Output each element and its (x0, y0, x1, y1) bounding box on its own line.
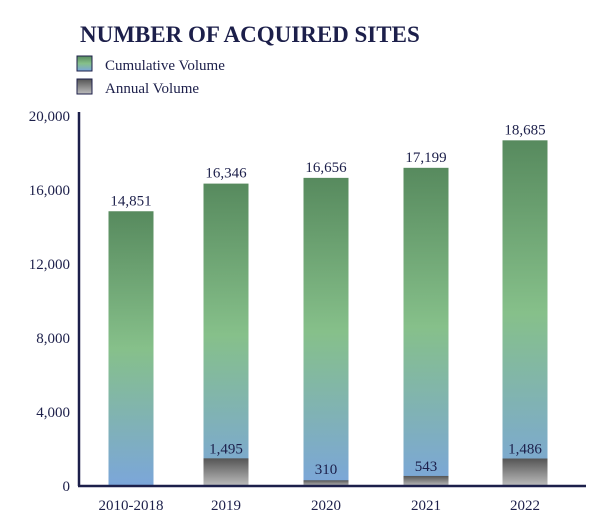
data-label-cumulative: 17,199 (405, 150, 446, 166)
bar-annual (502, 458, 548, 486)
legend-swatch-annual (76, 78, 93, 95)
data-label-cumulative: 16,346 (205, 166, 247, 182)
x-tick-label: 2020 (311, 498, 341, 514)
bars: 14,851 16,346 1,495 16,656 310 17,199 543 18,68… (108, 122, 548, 487)
x-tick-label: 2010-2018 (99, 498, 164, 514)
x-tick-label: 2019 (211, 498, 241, 514)
y-tick-label: 4,000 (36, 405, 70, 421)
y-axis-ticks: 0 4,000 8,000 12,000 16,000 20,000 (29, 109, 70, 495)
y-tick-label: 20,000 (29, 109, 70, 125)
legend-label-cumulative: Cumulative Volume (105, 58, 225, 74)
bar-annual (403, 475, 449, 486)
bar-cumulative (203, 183, 249, 486)
legend-swatch-cumulative (76, 55, 93, 72)
chart-title: NUMBER OF ACQUIRED SITES (80, 22, 420, 47)
data-label-annual: 1,486 (508, 442, 542, 458)
x-axis-labels: 2010-2018 2019 2020 2021 2022 (99, 498, 541, 514)
bar-cumulative (108, 211, 154, 486)
data-label-cumulative: 18,685 (504, 122, 545, 138)
y-tick-label: 8,000 (36, 331, 70, 347)
legend: Cumulative Volume Annual Volume (76, 55, 225, 97)
bar-cumulative (403, 167, 449, 487)
data-label-cumulative: 16,656 (305, 160, 347, 176)
x-tick-label: 2022 (510, 498, 540, 514)
legend-label-annual: Annual Volume (105, 81, 199, 97)
y-tick-label: 12,000 (29, 257, 70, 273)
y-tick-label: 16,000 (29, 183, 70, 199)
data-label-annual: 543 (415, 459, 438, 475)
bar-annual (303, 480, 349, 486)
bar-cumulative (303, 177, 349, 486)
bar-cumulative (502, 140, 548, 486)
data-label-cumulative: 14,851 (110, 193, 151, 209)
y-tick-label: 0 (63, 479, 71, 495)
bar-annual (203, 458, 249, 486)
data-label-annual: 310 (315, 462, 338, 478)
x-tick-label: 2021 (411, 498, 441, 514)
data-label-annual: 1,495 (209, 441, 243, 457)
